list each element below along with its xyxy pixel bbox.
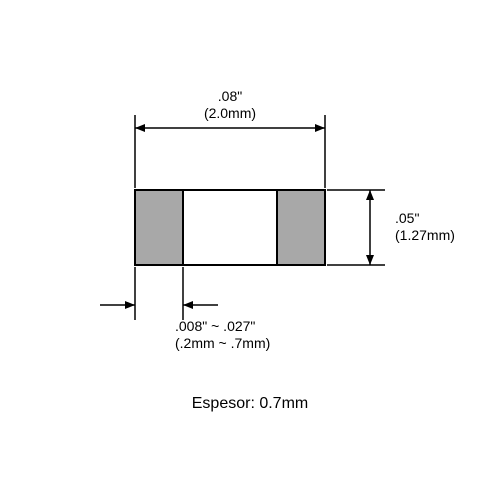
dim-height-line2: (1.27mm) — [395, 227, 455, 244]
dim-width-line2: (2.0mm) — [150, 105, 310, 122]
dim-height-label: .05" (1.27mm) — [395, 210, 455, 244]
diagram-stage: .08" (2.0mm) .05" (1.27mm) .008" ~ .027"… — [0, 0, 500, 500]
dim-width-label: .08" (2.0mm) — [150, 88, 310, 122]
thickness-label: Espesor: 0.7mm — [130, 395, 370, 413]
dim-pad-label: .008" ~ .027" (.2mm ~ .7mm) — [175, 318, 270, 352]
dim-width-line1: .08" — [150, 88, 310, 105]
diagram-svg — [0, 0, 500, 500]
dim-height-line1: .05" — [395, 210, 455, 227]
dim-pad-line2: (.2mm ~ .7mm) — [175, 335, 270, 352]
dim-pad-line1: .008" ~ .027" — [175, 318, 270, 335]
